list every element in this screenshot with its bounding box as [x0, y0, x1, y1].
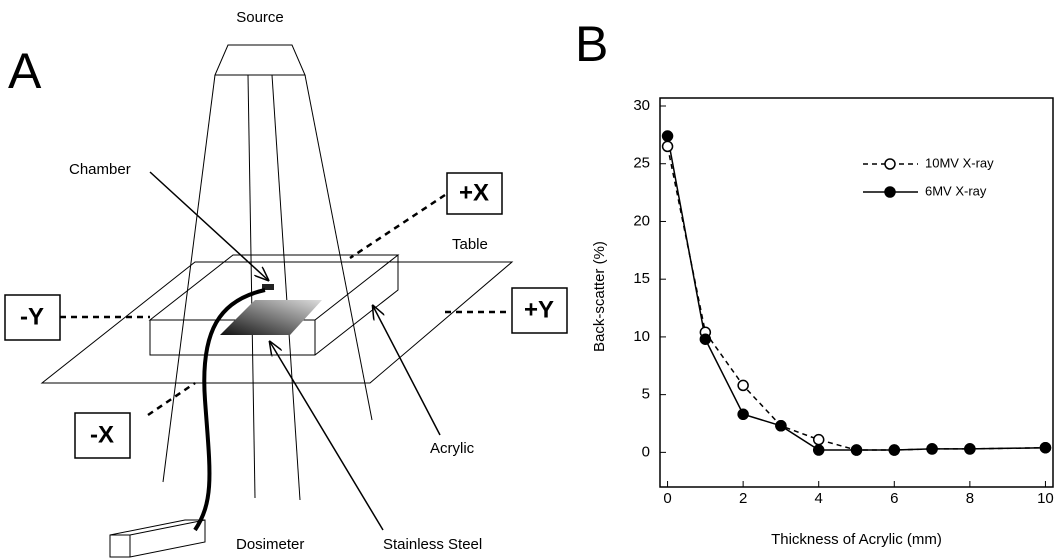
label: Source — [236, 9, 284, 26]
panel-label: B — [575, 16, 608, 72]
y-axis-label: Back-scatter (%) — [591, 241, 608, 352]
marker — [737, 408, 749, 421]
marker — [775, 420, 787, 432]
dosimeter-box — [109, 519, 206, 558]
marker — [812, 444, 825, 456]
panel-label: A — [8, 43, 42, 99]
series-line — [666, 146, 1046, 451]
marker — [661, 140, 674, 153]
label-box — [446, 172, 503, 215]
label: +X — [459, 179, 489, 206]
marker — [926, 443, 938, 455]
marker — [850, 444, 863, 456]
source-box — [162, 44, 373, 501]
stainless-steel — [220, 300, 322, 335]
cable — [193, 288, 266, 532]
arrow — [373, 306, 441, 436]
plot-frame — [659, 97, 1054, 488]
panel-b: B 0 5 10 15 20 25 30 0 2 4 6 8 10 Thickness of Acrylic… — [575, 16, 1054, 548]
y-tick-label: 25 — [633, 155, 650, 172]
label-box — [511, 287, 568, 334]
marker — [964, 443, 976, 455]
series-line — [666, 135, 1046, 451]
marker — [661, 130, 674, 142]
marker — [888, 444, 901, 456]
table-plane — [40, 261, 514, 384]
axis-line — [349, 193, 446, 260]
arrow — [149, 171, 268, 280]
label: Chamber — [69, 161, 131, 178]
label: Table — [452, 236, 488, 253]
label: -Y — [20, 303, 44, 330]
x-tick-label: 8 — [966, 490, 974, 507]
y-tick-label: 20 — [633, 212, 650, 229]
y-tick-label: 5 — [642, 386, 650, 403]
label-box — [4, 294, 61, 341]
label: Stainless Steel — [383, 536, 482, 553]
y-tick-label: 0 — [642, 443, 650, 460]
arrow — [270, 342, 384, 531]
axis-line — [147, 381, 196, 417]
legend-marker — [884, 186, 896, 198]
x-tick-label: 4 — [815, 490, 823, 507]
marker — [737, 379, 749, 392]
marker — [812, 433, 825, 446]
y-tick-label: 10 — [633, 328, 650, 345]
x-tick-label: 6 — [890, 490, 898, 507]
legend-label: 10MV X-ray — [925, 155, 994, 170]
label: -X — [90, 421, 114, 448]
label: Dosimeter — [236, 536, 304, 553]
x-tick-label: 0 — [663, 490, 671, 507]
x-tick-label: 10 — [1037, 490, 1054, 507]
y-tick-label: 30 — [633, 97, 650, 114]
legend-marker — [884, 158, 896, 170]
x-tick-label: 2 — [739, 490, 747, 507]
label: +Y — [524, 296, 554, 323]
label: Acrylic — [430, 440, 475, 457]
x-axis-label: Thickness of Acrylic (mm) — [771, 531, 942, 548]
panel-a: A Source Chamber +X Table -Y +Y -X Acryl… — [4, 9, 568, 558]
chamber — [262, 284, 274, 290]
marker — [1039, 441, 1052, 454]
label-box — [74, 412, 131, 459]
marker — [699, 333, 712, 345]
legend-label: 6MV X-ray — [925, 183, 987, 198]
y-tick-label: 15 — [633, 270, 650, 287]
